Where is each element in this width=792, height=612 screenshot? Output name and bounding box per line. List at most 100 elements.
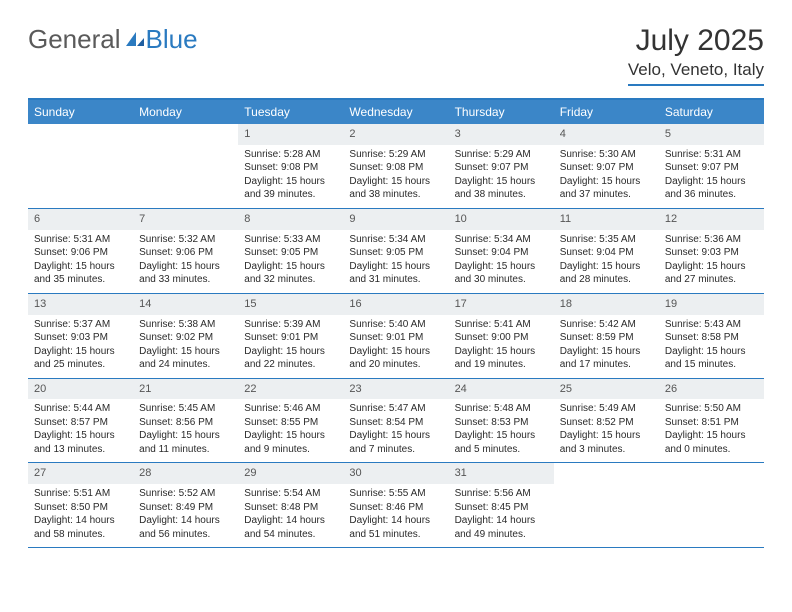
sunrise-text: Sunrise: 5:35 AM — [560, 233, 653, 247]
day-number: 5 — [659, 124, 764, 145]
day-cell: 22Sunrise: 5:46 AMSunset: 8:55 PMDayligh… — [238, 379, 343, 463]
sunset-text: Sunset: 9:04 PM — [560, 246, 653, 260]
daylight-text: Daylight: 15 hours and 31 minutes. — [349, 260, 442, 287]
day-cell: 9Sunrise: 5:34 AMSunset: 9:05 PMDaylight… — [343, 209, 448, 293]
sunrise-text: Sunrise: 5:47 AM — [349, 402, 442, 416]
sunrise-text: Sunrise: 5:56 AM — [455, 487, 548, 501]
day-cell — [554, 463, 659, 547]
daylight-text: Daylight: 15 hours and 35 minutes. — [34, 260, 127, 287]
sunrise-text: Sunrise: 5:31 AM — [665, 148, 758, 162]
day-body: Sunrise: 5:28 AMSunset: 9:08 PMDaylight:… — [238, 145, 343, 208]
daylight-text: Daylight: 15 hours and 20 minutes. — [349, 345, 442, 372]
day-number: 1 — [238, 124, 343, 145]
sunrise-text: Sunrise: 5:29 AM — [349, 148, 442, 162]
weekday-header: Monday — [133, 100, 238, 124]
day-cell: 8Sunrise: 5:33 AMSunset: 9:05 PMDaylight… — [238, 209, 343, 293]
day-number: 10 — [449, 209, 554, 230]
title-block: July 2025 Velo, Veneto, Italy — [628, 24, 764, 86]
weekday-header: Saturday — [659, 100, 764, 124]
daylight-text: Daylight: 15 hours and 38 minutes. — [455, 175, 548, 202]
weekday-header: Friday — [554, 100, 659, 124]
day-body: Sunrise: 5:30 AMSunset: 9:07 PMDaylight:… — [554, 145, 659, 208]
sunrise-text: Sunrise: 5:52 AM — [139, 487, 232, 501]
brand-logo: General Blue — [28, 24, 198, 55]
day-body: Sunrise: 5:39 AMSunset: 9:01 PMDaylight:… — [238, 315, 343, 378]
day-cell: 25Sunrise: 5:49 AMSunset: 8:52 PMDayligh… — [554, 379, 659, 463]
daylight-text: Daylight: 15 hours and 30 minutes. — [455, 260, 548, 287]
day-cell: 29Sunrise: 5:54 AMSunset: 8:48 PMDayligh… — [238, 463, 343, 547]
daylight-text: Daylight: 15 hours and 38 minutes. — [349, 175, 442, 202]
day-body: Sunrise: 5:49 AMSunset: 8:52 PMDaylight:… — [554, 399, 659, 462]
week-row: 1Sunrise: 5:28 AMSunset: 9:08 PMDaylight… — [28, 124, 764, 209]
day-cell: 5 Sunrise: 5:31 AMSunset: 9:07 PMDaylight… — [659, 124, 764, 208]
daylight-text: Daylight: 15 hours and 11 minutes. — [139, 429, 232, 456]
day-cell: 19Sunrise: 5:43 AMSunset: 8:58 PMDayligh… — [659, 294, 764, 378]
location-label: Velo, Veneto, Italy — [628, 60, 764, 86]
day-number: 28 — [133, 463, 238, 484]
day-cell: 11Sunrise: 5:35 AMSunset: 9:04 PMDayligh… — [554, 209, 659, 293]
daylight-text: Daylight: 15 hours and 27 minutes. — [665, 260, 758, 287]
sunset-text: Sunset: 9:08 PM — [244, 161, 337, 175]
week-row: 13Sunrise: 5:37 AMSunset: 9:03 PMDayligh… — [28, 294, 764, 379]
daylight-text: Daylight: 15 hours and 7 minutes. — [349, 429, 442, 456]
sunset-text: Sunset: 8:53 PM — [455, 416, 548, 430]
day-number: 30 — [343, 463, 448, 484]
sunrise-text: Sunrise: 5:54 AM — [244, 487, 337, 501]
day-body: Sunrise: 5:56 AMSunset: 8:45 PMDaylight:… — [449, 484, 554, 547]
sunrise-text: Sunrise: 5:30 AM — [560, 148, 653, 162]
sunset-text: Sunset: 9:00 PM — [455, 331, 548, 345]
day-number: 21 — [133, 379, 238, 400]
day-number: 3 — [449, 124, 554, 145]
month-title: July 2025 — [628, 24, 764, 58]
day-cell: 7Sunrise: 5:32 AMSunset: 9:06 PMDaylight… — [133, 209, 238, 293]
day-body: Sunrise: 5:31 AMSunset: 9:06 PMDaylight:… — [28, 230, 133, 293]
sunset-text: Sunset: 8:57 PM — [34, 416, 127, 430]
sunset-text: Sunset: 8:46 PM — [349, 501, 442, 515]
day-body: Sunrise: 5:38 AMSunset: 9:02 PMDaylight:… — [133, 315, 238, 378]
sunset-text: Sunset: 8:52 PM — [560, 416, 653, 430]
day-body: Sunrise: 5:29 AMSunset: 9:08 PMDaylight:… — [343, 145, 448, 208]
daylight-text: Daylight: 15 hours and 25 minutes. — [34, 345, 127, 372]
day-body: Sunrise: 5:37 AMSunset: 9:03 PMDaylight:… — [28, 315, 133, 378]
sunrise-text: Sunrise: 5:39 AM — [244, 318, 337, 332]
day-cell — [659, 463, 764, 547]
weekday-header: Sunday — [28, 100, 133, 124]
page-header: General Blue July 2025 Velo, Veneto, Ita… — [28, 24, 764, 86]
day-body: Sunrise: 5:44 AMSunset: 8:57 PMDaylight:… — [28, 399, 133, 462]
day-body: Sunrise: 5:45 AMSunset: 8:56 PMDaylight:… — [133, 399, 238, 462]
daylight-text: Daylight: 14 hours and 54 minutes. — [244, 514, 337, 541]
day-body: Sunrise: 5:52 AMSunset: 8:49 PMDaylight:… — [133, 484, 238, 547]
day-number: 18 — [554, 294, 659, 315]
sunset-text: Sunset: 8:50 PM — [34, 501, 127, 515]
day-number: 20 — [28, 379, 133, 400]
sunrise-text: Sunrise: 5:46 AM — [244, 402, 337, 416]
daylight-text: Daylight: 14 hours and 51 minutes. — [349, 514, 442, 541]
sunrise-text: Sunrise: 5:55 AM — [349, 487, 442, 501]
day-body: Sunrise: 5:43 AMSunset: 8:58 PMDaylight:… — [659, 315, 764, 378]
daylight-text: Daylight: 15 hours and 37 minutes. — [560, 175, 653, 202]
sunset-text: Sunset: 9:06 PM — [34, 246, 127, 260]
day-cell: 24Sunrise: 5:48 AMSunset: 8:53 PMDayligh… — [449, 379, 554, 463]
weekday-header: Tuesday — [238, 100, 343, 124]
week-row: 27Sunrise: 5:51 AMSunset: 8:50 PMDayligh… — [28, 463, 764, 548]
sunset-text: Sunset: 9:03 PM — [665, 246, 758, 260]
day-cell: 31Sunrise: 5:56 AMSunset: 8:45 PMDayligh… — [449, 463, 554, 547]
daylight-text: Daylight: 15 hours and 3 minutes. — [560, 429, 653, 456]
day-number: 11 — [554, 209, 659, 230]
weekday-header: Thursday — [449, 100, 554, 124]
day-body: Sunrise: 5:42 AMSunset: 8:59 PMDaylight:… — [554, 315, 659, 378]
sunset-text: Sunset: 8:54 PM — [349, 416, 442, 430]
day-body: Sunrise: 5:51 AMSunset: 8:50 PMDaylight:… — [28, 484, 133, 547]
sunset-text: Sunset: 9:07 PM — [665, 161, 758, 175]
day-body: Sunrise: 5:54 AMSunset: 8:48 PMDaylight:… — [238, 484, 343, 547]
weeks-container: 1Sunrise: 5:28 AMSunset: 9:08 PMDaylight… — [28, 124, 764, 548]
sunrise-text: Sunrise: 5:42 AM — [560, 318, 653, 332]
calendar-grid: SundayMondayTuesdayWednesdayThursdayFrid… — [28, 98, 764, 548]
day-cell: 27Sunrise: 5:51 AMSunset: 8:50 PMDayligh… — [28, 463, 133, 547]
sunrise-text: Sunrise: 5:36 AM — [665, 233, 758, 247]
sunrise-text: Sunrise: 5:45 AM — [139, 402, 232, 416]
sunrise-text: Sunrise: 5:44 AM — [34, 402, 127, 416]
day-number: 26 — [659, 379, 764, 400]
day-cell: 23Sunrise: 5:47 AMSunset: 8:54 PMDayligh… — [343, 379, 448, 463]
daylight-text: Daylight: 15 hours and 36 minutes. — [665, 175, 758, 202]
